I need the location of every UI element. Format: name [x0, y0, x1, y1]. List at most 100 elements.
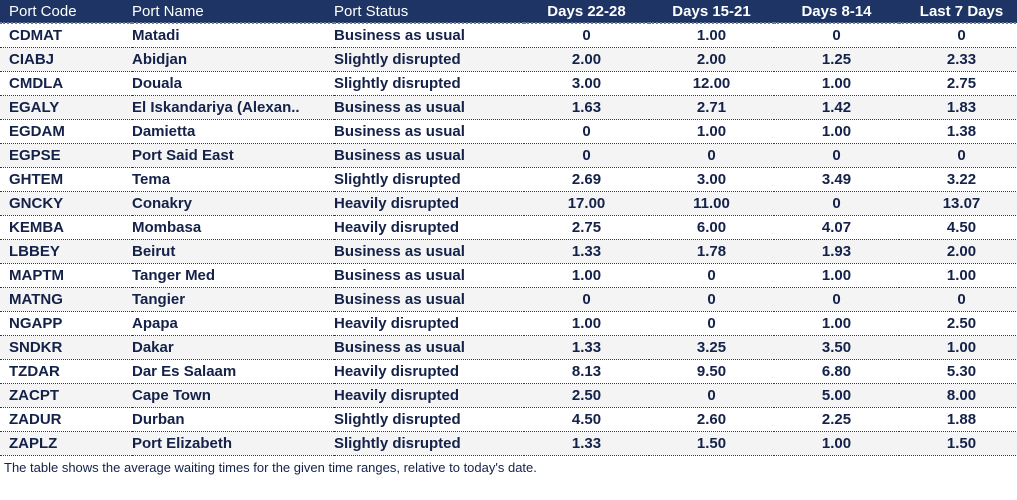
cell-port-status: Heavily disrupted	[334, 383, 524, 408]
table-row[interactable]: CMDLA Douala Slightly disrupted 3.00 12.00 1.…	[0, 71, 1017, 96]
cell-port-code: ZAPLZ	[0, 431, 132, 456]
cell-port-code: CMDLA	[0, 71, 132, 96]
table-row[interactable]: ZACPT Cape Town Heavily disrupted 2.50 0 5.00…	[0, 383, 1017, 408]
cell-port-name: Port Said East	[132, 143, 334, 168]
cell-port-name: Douala	[132, 71, 334, 96]
cell-port-status: Slightly disrupted	[334, 71, 524, 96]
cell-days-8-14: 0	[774, 23, 899, 48]
cell-port-status: Business as usual	[334, 143, 524, 168]
cell-days-15-21: 11.00	[649, 191, 774, 216]
column-header-last-7-days[interactable]: Last 7 Days	[899, 0, 1017, 24]
cell-port-code: TZDAR	[0, 359, 132, 384]
cell-last-7-days: 1.00	[899, 335, 1017, 360]
cell-port-code: LBBEY	[0, 239, 132, 264]
table-row[interactable]: GNCKY Conakry Heavily disrupted 17.00 11.00 0…	[0, 191, 1017, 216]
cell-last-7-days: 1.38	[899, 119, 1017, 144]
table-row[interactable]: CIABJ Abidjan Slightly disrupted 2.00 2.00 1.…	[0, 47, 1017, 72]
cell-port-status: Slightly disrupted	[334, 167, 524, 192]
cell-days-15-21: 0	[649, 383, 774, 408]
cell-days-15-21: 6.00	[649, 215, 774, 240]
cell-last-7-days: 0	[899, 23, 1017, 48]
cell-last-7-days: 2.00	[899, 239, 1017, 264]
cell-days-8-14: 5.00	[774, 383, 899, 408]
cell-days-15-21: 1.00	[649, 119, 774, 144]
cell-days-22-28: 0	[524, 143, 649, 168]
table-row[interactable]: TZDAR Dar Es Salaam Heavily disrupted 8.13 9…	[0, 359, 1017, 384]
cell-last-7-days: 1.00	[899, 263, 1017, 288]
cell-days-22-28: 4.50	[524, 407, 649, 432]
table-row[interactable]: ZAPLZ Port Elizabeth Slightly disrupted 1.3…	[0, 431, 1017, 456]
cell-last-7-days: 8.00	[899, 383, 1017, 408]
cell-last-7-days: 3.22	[899, 167, 1017, 192]
cell-port-name: Matadi	[132, 23, 334, 48]
table-row[interactable]: MAPTM Tanger Med Business as usual 1.00 0 1.0…	[0, 263, 1017, 288]
cell-port-name: Tangier	[132, 287, 334, 312]
cell-port-name: Conakry	[132, 191, 334, 216]
table-row[interactable]: CDMAT Matadi Business as usual 0 1.00 0 0	[0, 23, 1017, 48]
table-row[interactable]: EGPSE Port Said East Business as usual 0 0 0 0	[0, 143, 1017, 168]
cell-days-8-14: 0	[774, 143, 899, 168]
table-row[interactable]: EGDAM Damietta Business as usual 0 1.00 1.00 1…	[0, 119, 1017, 144]
cell-port-name: Durban	[132, 407, 334, 432]
table-row[interactable]: MATNG Tangier Business as usual 0 0 0 0	[0, 287, 1017, 312]
cell-port-name: Mombasa	[132, 215, 334, 240]
cell-port-status: Heavily disrupted	[334, 359, 524, 384]
cell-days-15-21: 9.50	[649, 359, 774, 384]
port-waiting-times-table: Port Code Port Name Port Status Days 22-…	[0, 0, 1017, 456]
cell-port-name: Port Elizabeth	[132, 431, 334, 456]
cell-days-22-28: 0	[524, 119, 649, 144]
cell-days-22-28: 1.33	[524, 239, 649, 264]
cell-days-8-14: 0	[774, 287, 899, 312]
cell-last-7-days: 1.88	[899, 407, 1017, 432]
cell-port-status: Heavily disrupted	[334, 191, 524, 216]
cell-days-8-14: 4.07	[774, 215, 899, 240]
cell-port-status: Business as usual	[334, 95, 524, 120]
column-header-days-22-28[interactable]: Days 22-28	[524, 0, 649, 24]
cell-days-15-21: 0	[649, 263, 774, 288]
cell-days-8-14: 3.50	[774, 335, 899, 360]
column-header-days-8-14[interactable]: Days 8-14	[774, 0, 899, 24]
column-header-port-status[interactable]: Port Status	[334, 0, 524, 24]
cell-port-name: El Iskandariya (Alexan..	[132, 95, 334, 120]
table-row[interactable]: LBBEY Beirut Business as usual 1.33 1.78 1.93…	[0, 239, 1017, 264]
cell-days-15-21: 3.00	[649, 167, 774, 192]
cell-last-7-days: 1.50	[899, 431, 1017, 456]
cell-days-8-14: 1.00	[774, 431, 899, 456]
table-row[interactable]: EGALY El Iskandariya (Alexan.. Business as…	[0, 95, 1017, 120]
column-header-port-name[interactable]: Port Name	[132, 0, 334, 24]
cell-port-code: NGAPP	[0, 311, 132, 336]
cell-days-15-21: 1.50	[649, 431, 774, 456]
table-row[interactable]: KEMBA Mombasa Heavily disrupted 2.75 6.00 4.0…	[0, 215, 1017, 240]
cell-last-7-days: 0	[899, 287, 1017, 312]
cell-port-name: Beirut	[132, 239, 334, 264]
cell-days-22-28: 2.69	[524, 167, 649, 192]
cell-port-status: Slightly disrupted	[334, 431, 524, 456]
cell-port-status: Business as usual	[334, 263, 524, 288]
cell-last-7-days: 2.50	[899, 311, 1017, 336]
cell-port-code: MAPTM	[0, 263, 132, 288]
cell-last-7-days: 2.75	[899, 71, 1017, 96]
cell-port-code: EGPSE	[0, 143, 132, 168]
column-header-days-15-21[interactable]: Days 15-21	[649, 0, 774, 24]
cell-port-status: Slightly disrupted	[334, 47, 524, 72]
cell-days-22-28: 1.33	[524, 431, 649, 456]
table-row[interactable]: NGAPP Apapa Heavily disrupted 1.00 0 1.00 2.50	[0, 311, 1017, 336]
table-row[interactable]: ZADUR Durban Slightly disrupted 4.50 2.60 2.2…	[0, 407, 1017, 432]
table-row[interactable]: GHTEM Tema Slightly disrupted 2.69 3.00 3.49 3…	[0, 167, 1017, 192]
cell-days-22-28: 1.33	[524, 335, 649, 360]
cell-days-22-28: 17.00	[524, 191, 649, 216]
cell-port-name: Tema	[132, 167, 334, 192]
cell-days-22-28: 1.00	[524, 311, 649, 336]
cell-days-8-14: 1.00	[774, 263, 899, 288]
cell-days-22-28: 1.63	[524, 95, 649, 120]
cell-days-15-21: 1.78	[649, 239, 774, 264]
column-header-port-code[interactable]: Port Code	[0, 0, 132, 24]
cell-port-code: SNDKR	[0, 335, 132, 360]
cell-days-22-28: 2.00	[524, 47, 649, 72]
table-row[interactable]: SNDKR Dakar Business as usual 1.33 3.25 3.50 1…	[0, 335, 1017, 360]
cell-days-15-21: 2.00	[649, 47, 774, 72]
cell-port-status: Business as usual	[334, 119, 524, 144]
cell-days-22-28: 0	[524, 23, 649, 48]
table-body: CDMAT Matadi Business as usual 0 1.00 0 0 CIABJ…	[0, 23, 1017, 456]
cell-port-code: ZACPT	[0, 383, 132, 408]
